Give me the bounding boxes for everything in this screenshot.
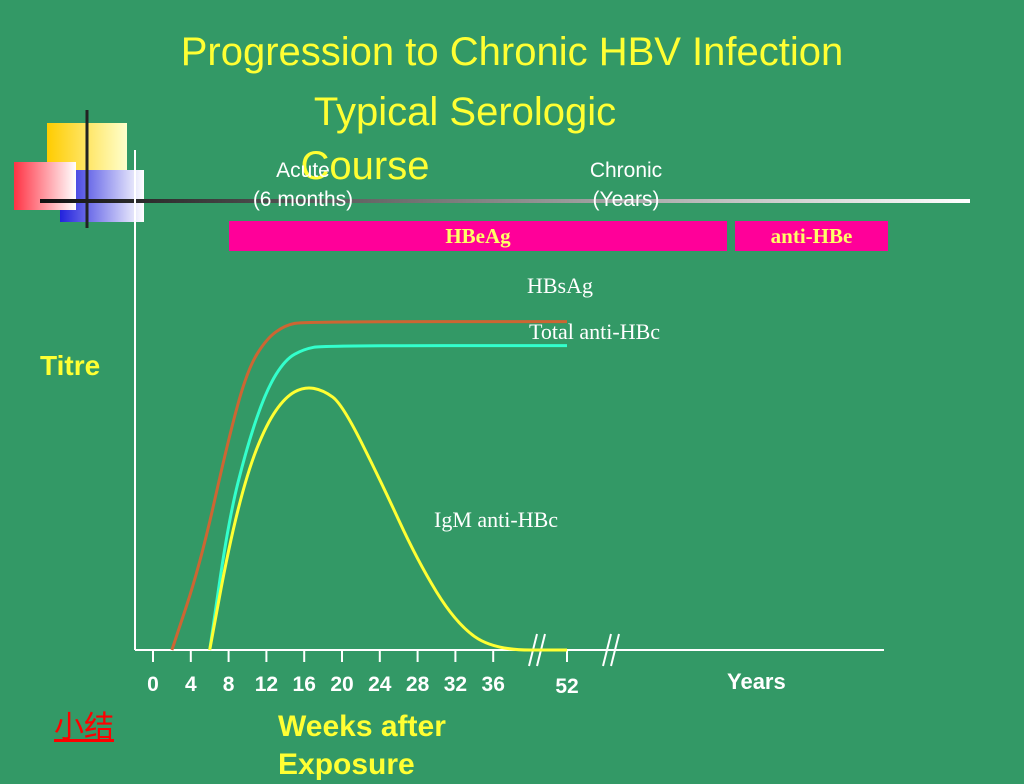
page-title: Progression to Chronic HBV Infection [180,30,844,74]
x-tick-label: 8 [223,673,235,696]
serologic-chart: 0 4 8 12 16 20 24 28 32 36 52 HBsAg Total anti-HBc… [134,150,884,698]
anti-hbe-bar: anti-HBe [735,221,888,251]
summary-link[interactable]: 小结 [54,710,114,745]
decor-squares [14,110,144,228]
title-rule [40,199,970,203]
x-tick-label: 4 [185,673,197,696]
x-axis-label: Weeks after Exposure [278,710,446,781]
hbsag-curve [170,320,567,651]
years-label: Years [727,669,786,694]
igm-anti-hbc-curve [208,386,567,652]
chronic-label: Chronic [589,159,663,182]
subtitle-line1: Typical Serologic [313,90,617,134]
total-anti-hbc-label: Total anti-HBc [529,319,660,344]
x-tick-label: 20 [330,673,353,696]
hbeag-bar: HBeAg [229,221,727,251]
x-tick-label: 0 [147,673,159,696]
subtitle-line2: Course [300,144,430,188]
x-tick-label: 52 [555,675,578,698]
hbsag-label: HBsAg [527,273,593,298]
x-tick-label: 24 [368,673,392,696]
x-tick-label: 32 [444,673,467,696]
total-anti-hbc-curve [208,344,567,651]
x-tick-label: 28 [406,673,430,696]
x-tick-label: 12 [255,673,278,696]
acute-duration: (6 months) [252,188,354,211]
igm-anti-hbc-label: IgM anti-HBc [434,507,558,532]
chronic-duration: (Years) [592,188,660,211]
acute-phase-label: Acute (6 months) [213,156,393,214]
x-tick-label: 16 [293,673,316,696]
y-axis-label: Titre [40,350,101,381]
axis-break-2 [602,633,620,667]
chronic-phase-label: Chronic (Years) [546,156,706,214]
x-tick-label: 36 [482,673,505,696]
acute-label: Acute [276,159,330,182]
